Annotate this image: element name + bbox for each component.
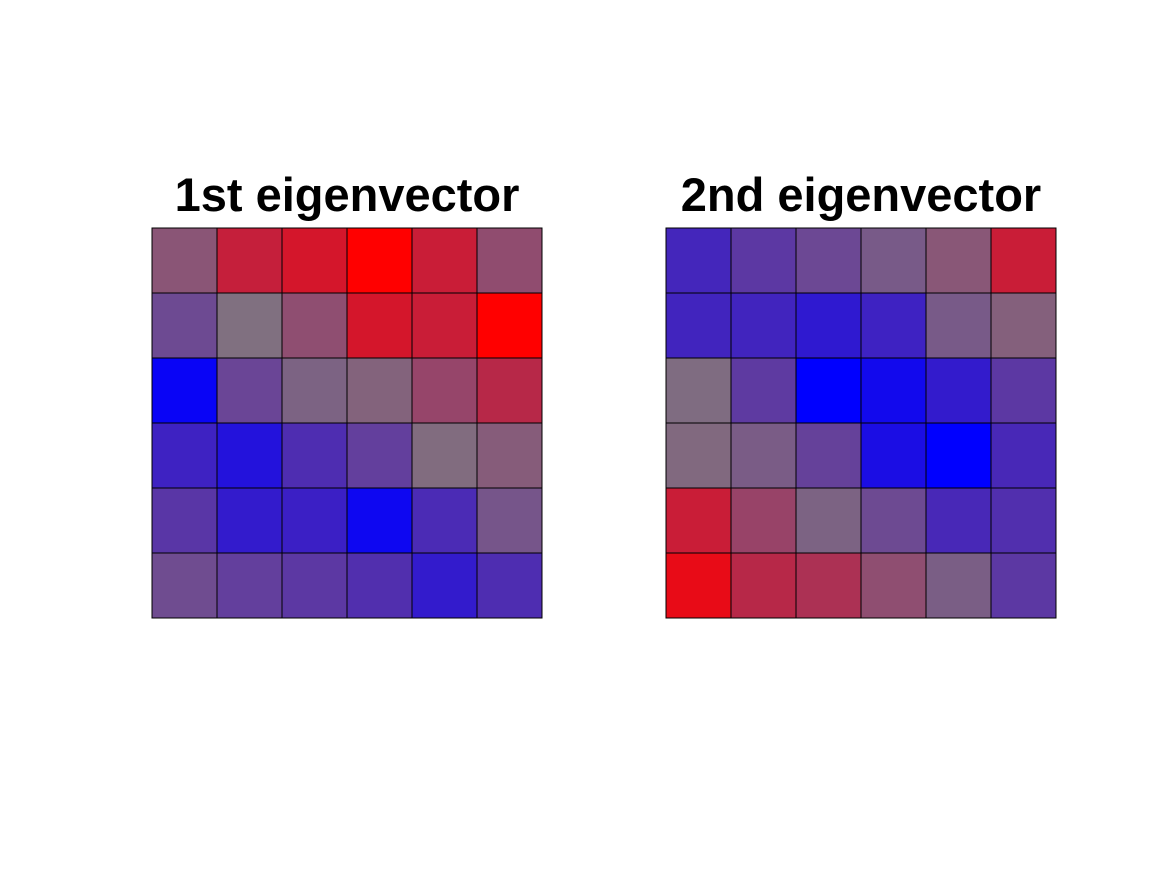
heatmap-cell [281,292,348,359]
chart-title: 1st eigenvector [174,168,520,221]
heatmap-border [151,227,543,619]
heatmap-cell [151,357,218,424]
heatmap-cell [216,487,283,554]
heatmap-cell [411,292,478,359]
heatmap-cell [411,227,478,294]
heatmap-cell [665,357,732,424]
heatmap-cell [665,292,732,359]
heatmap-cell [860,487,927,554]
heatmap-cell [346,227,413,294]
heatmap-panel-1: 1st eigenvector [151,165,543,619]
heatmap-cell [860,357,927,424]
heatmap-cell [730,357,797,424]
heatmap-cell [411,422,478,489]
heatmap-cell [730,487,797,554]
heatmap-cell [795,422,862,489]
heatmap-cell [925,227,992,294]
heatmap-cell [665,422,732,489]
heatmap-cell [151,552,218,619]
heatmap-cell [411,487,478,554]
heatmap-cell [151,487,218,554]
heatmap-cell [730,552,797,619]
heatmap-cell [346,422,413,489]
heatmap-cell [281,552,348,619]
heatmap-cell [665,552,732,619]
heatmap-cell [990,552,1057,619]
heatmap-cell [281,357,348,424]
heatmap-cell [925,292,992,359]
heatmap-cell [795,292,862,359]
heatmap-cell [860,422,927,489]
heatmap-cell [216,552,283,619]
heatmap-cell [281,487,348,554]
heatmap-cell [795,227,862,294]
heatmap-cell [476,357,543,424]
heatmap-cell [476,227,543,294]
heatmap-cell [925,552,992,619]
heatmap-cell [346,357,413,424]
heatmap-cell [795,357,862,424]
heatmap-cell [990,227,1057,294]
heatmap-border [665,227,1057,619]
heatmap-cell [346,552,413,619]
heatmap-cell [346,487,413,554]
heatmap-cell [665,487,732,554]
chart-title: 2nd eigenvector [680,168,1042,221]
heatmap-panel-2: 2nd eigenvector [665,165,1057,619]
heatmap-plot [151,227,543,619]
heatmap-cell [281,227,348,294]
heatmap-cell [990,357,1057,424]
heatmap-cell [795,487,862,554]
heatmap-cell [925,487,992,554]
heatmap-cell [795,552,862,619]
heatmap-cell [411,552,478,619]
heatmap-cell [216,292,283,359]
heatmap-cell [665,227,732,294]
heatmap-cell [281,422,348,489]
heatmap-cell [151,227,218,294]
heatmap-cell [730,422,797,489]
heatmap-cell [151,422,218,489]
heatmap-cell [860,292,927,359]
heatmap-cell [730,292,797,359]
heatmap-cell [411,357,478,424]
heatmap-cell [151,292,218,359]
heatmap-cell [476,292,543,359]
heatmap-cell [216,227,283,294]
heatmap-cell [925,422,992,489]
heatmap-cell [476,552,543,619]
heatmap-cell [925,357,992,424]
heatmap-cell [990,487,1057,554]
heatmap-cell [476,422,543,489]
heatmap-cell [730,227,797,294]
heatmap-plot [665,227,1057,619]
heatmap-cell [860,552,927,619]
heatmap-cell [216,422,283,489]
heatmap-cell [860,227,927,294]
heatmap-cell [216,357,283,424]
heatmap-cell [476,487,543,554]
heatmap-cell [990,292,1057,359]
heatmap-cell [346,292,413,359]
heatmap-cell [990,422,1057,489]
